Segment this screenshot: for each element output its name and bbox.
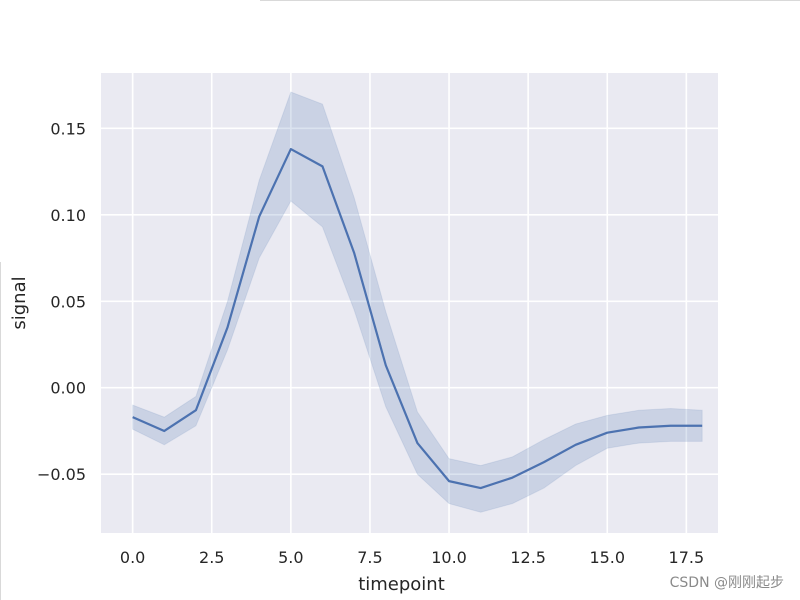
x-tick-label: 17.5 [669, 548, 705, 567]
confidence-band [132, 91, 703, 513]
y-tick-label: 0.00 [50, 379, 86, 398]
x-axis-label: timepoint [358, 574, 445, 595]
y-tick-labels: −0.05 0.00 0.05 0.10 0.15 [37, 119, 86, 484]
left-border-line [0, 262, 1, 600]
y-tick-label: 0.10 [50, 206, 86, 225]
signal-line [132, 147, 703, 490]
x-tick-label: 10.0 [431, 548, 467, 567]
plot-background [101, 73, 718, 533]
watermark-text: CSDN @刚刚起步 [669, 575, 784, 591]
x-tick-label: 5.0 [278, 548, 303, 567]
y-tick-label: 0.15 [50, 119, 86, 138]
x-tick-label: 0.0 [120, 548, 145, 567]
x-tick-label: 2.5 [199, 548, 224, 567]
x-tick-label: 15.0 [589, 548, 625, 567]
x-tick-label: 12.5 [510, 548, 546, 567]
y-tick-label: 0.05 [50, 292, 86, 311]
x-tick-label: 7.5 [357, 548, 382, 567]
y-axis-label: signal [9, 276, 30, 329]
x-tick-labels: 0.0 2.5 5.0 7.5 10.0 12.5 15.0 17.5 [120, 548, 704, 567]
y-tick-label: −0.05 [37, 465, 86, 484]
top-border-line [260, 0, 800, 1]
